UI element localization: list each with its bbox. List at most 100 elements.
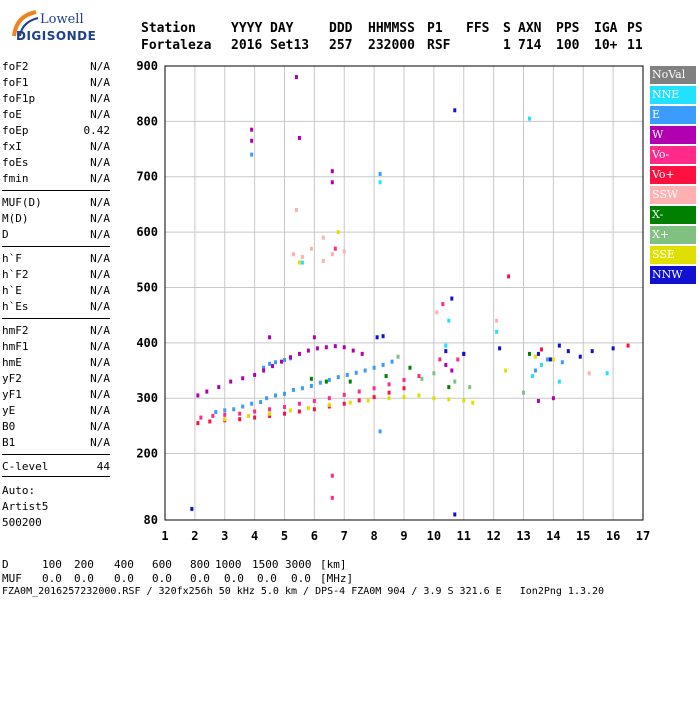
echo-point-vo- [372, 395, 376, 400]
header-labels-row: Station YYYY DAY DDD HHMMSS P1 FFS S AXN… [141, 21, 643, 216]
param-row: h`F2 N/A [2, 268, 110, 281]
param-row: foE N/A [2, 108, 110, 121]
echo-point-e [560, 360, 564, 365]
echo-point-sse [268, 411, 272, 416]
x-tick-label: 3 [221, 529, 228, 543]
legend-item-vo-: Vo- [650, 146, 696, 164]
echo-point-vo- [312, 398, 316, 403]
echo-point-vo- [208, 419, 212, 424]
echo-point-e [232, 407, 236, 412]
muf-row: MUF 0.0 0.0 0.0 0.0 0.0 0.0 0.0 0.0 [MHz… [2, 572, 353, 715]
echo-point-vo- [253, 409, 257, 414]
muf-value: 0.0 [152, 572, 172, 585]
echo-point-vo- [238, 411, 242, 416]
echo-point-w [450, 368, 454, 373]
x-tick-label: 16 [606, 529, 620, 543]
echo-point-vo- [238, 417, 242, 422]
echo-point-x- [324, 379, 328, 384]
distance-value: 600 [152, 558, 172, 571]
echo-point-nnw [548, 357, 552, 362]
echo-point-vo- [342, 392, 346, 397]
x-tick-label: 9 [400, 529, 407, 543]
echo-point-x- [453, 379, 457, 384]
param-row: foF2 N/A [2, 60, 110, 73]
echo-point-x- [309, 376, 313, 381]
echo-point-nne [300, 260, 304, 265]
distance-value: 1500 [252, 558, 279, 571]
divider [2, 190, 110, 191]
param-row: foEs N/A [2, 156, 110, 169]
echo-point-x- [384, 374, 388, 379]
plot-grid [164, 65, 644, 521]
echo-point-e [378, 429, 382, 434]
echo-point-w [351, 348, 355, 353]
echo-point-sse [447, 397, 451, 402]
legend-item-sse: SSE [650, 246, 696, 264]
echo-point-vo- [312, 407, 316, 412]
legend-item-nne: NNE [650, 86, 696, 104]
echo-point-ssw [587, 371, 591, 376]
header-value-hhmmss: 232000 [368, 38, 415, 53]
echo-point-e [268, 361, 272, 366]
distance-value: 400 [114, 558, 134, 571]
distance-row: D 100 200 400 600 800 1000 1500 3000 [km… [2, 558, 347, 701]
header-label-p1: P1 [427, 21, 443, 36]
x-tick-label: 13 [516, 529, 530, 543]
echo-point-nnw [375, 335, 379, 340]
echo-point-vo- [387, 390, 391, 395]
distance-unit: [km] [320, 558, 347, 571]
echo-point-w [342, 345, 346, 350]
echo-point-vo- [456, 357, 460, 362]
param-row: yF2 N/A [2, 372, 110, 385]
echo-point-vo- [438, 357, 442, 362]
echo-point-w [217, 385, 221, 390]
x-tick-label: 11 [457, 529, 471, 543]
echo-point-sse [402, 395, 406, 400]
header-value-ps: 11 [627, 38, 643, 53]
echo-point-sse [551, 357, 555, 362]
polarization-legend: NoVal NNE E W Vo- Vo+ SSW X- X+ SSE NNW [650, 66, 696, 286]
muf-unit: [MHz] [320, 572, 354, 585]
auto-label: Auto: [2, 484, 36, 497]
echo-point-ssw [321, 235, 325, 240]
echo-point-sse [417, 393, 421, 398]
echo-point-e [336, 375, 340, 380]
echo-point-e [327, 377, 331, 382]
echo-point-vo- [357, 398, 361, 403]
echo-point-vo- [211, 413, 215, 418]
muf-value: 0.0 [74, 572, 94, 585]
x-tick-label: 4 [251, 529, 258, 543]
echo-point-sse [288, 408, 292, 413]
echo-point-vo- [342, 401, 346, 406]
auto-artist: Artist5 [2, 500, 49, 513]
echo-point-ssw [291, 252, 295, 257]
echo-point-w [536, 398, 540, 403]
echo-point-nnw [462, 351, 466, 356]
echo-point-w [297, 135, 301, 140]
x-tick-label: 12 [486, 529, 500, 543]
echo-point-vo- [402, 386, 406, 391]
echo-point-sse [348, 400, 352, 405]
echo-point-ssw [435, 310, 439, 315]
echo-point-e [381, 362, 385, 367]
echo-point-x- [408, 365, 412, 370]
divider [2, 454, 110, 455]
x-tick-label: 8 [371, 529, 378, 543]
echo-point-vo- [196, 421, 200, 426]
param-row: h`Es N/A [2, 300, 110, 313]
logo-text-lowell: Lowell [40, 12, 84, 27]
echo-point-vo- [539, 347, 543, 352]
echo-point-vo- [626, 343, 630, 348]
echo-point-w [294, 75, 298, 80]
header-label-ddd: DDD [329, 21, 353, 36]
x-tick-label: 14 [546, 529, 560, 543]
distance-value: 3000 [285, 558, 312, 571]
header-label-s: S [503, 21, 511, 36]
echo-point-sse [504, 368, 508, 373]
echo-point-sse [366, 398, 370, 403]
header-value-yyyy: 2016 [231, 38, 263, 53]
echo-point-e [214, 410, 218, 415]
echo-point-vo- [297, 409, 301, 414]
header-value-pps: 100 [556, 38, 580, 53]
x-tick-label: 7 [341, 529, 348, 543]
